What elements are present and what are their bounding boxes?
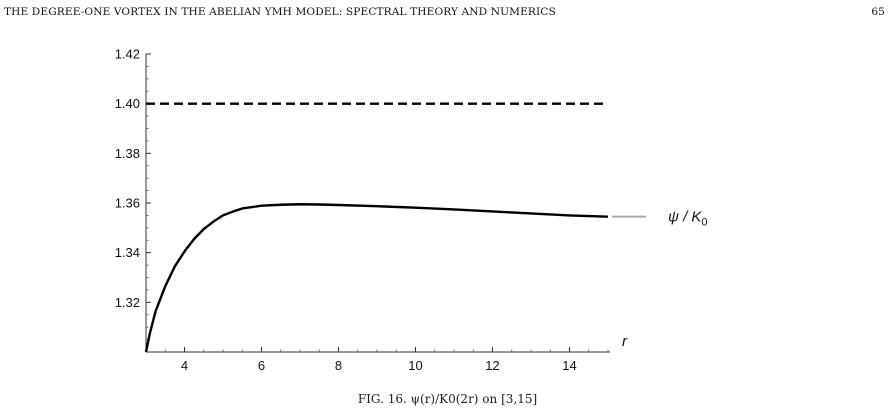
x-tick-label-4: 12 bbox=[485, 358, 499, 373]
x-tick-label-5: 14 bbox=[562, 358, 576, 373]
psi-over-k0-line bbox=[144, 203, 609, 353]
line-chart: 4 6 8 10 12 14 r 1.32 1.34 1.36 1.38 1.40 1.42 ψ / K… bbox=[115, 47, 708, 374]
figure-caption: FIG. 16. ψ(r)/K0(2r) on [3,15] bbox=[357, 392, 538, 406]
legend-label: ψ / K0 bbox=[668, 209, 708, 229]
y-tick-label-1: 1.34 bbox=[115, 245, 140, 260]
y-tick-label-3: 1.38 bbox=[115, 146, 140, 161]
y-tick-label-5: 1.42 bbox=[115, 47, 140, 62]
y-tick-label-4: 1.40 bbox=[115, 96, 140, 111]
running-title: THE DEGREE-ONE VORTEX IN THE ABELIAN YMH… bbox=[4, 6, 556, 18]
chart-ticks: 4 6 8 10 12 14 r 1.32 1.34 1.36 1.38 1.40 1.42 bbox=[115, 47, 628, 374]
x-tick-label-3: 10 bbox=[408, 358, 422, 373]
chart-legend: ψ / K0 bbox=[612, 209, 708, 229]
y-tick-label-0: 1.32 bbox=[115, 295, 140, 310]
chart-series bbox=[144, 102, 609, 353]
x-tick-label-0: 4 bbox=[181, 358, 188, 373]
chart-axes bbox=[145, 54, 610, 353]
page-number: 65 bbox=[871, 6, 885, 18]
y-tick-label-2: 1.36 bbox=[115, 196, 140, 211]
x-tick-label-2: 8 bbox=[335, 358, 342, 373]
x-tick-label-1: 6 bbox=[258, 358, 265, 373]
x-axis-label: r bbox=[622, 333, 628, 350]
